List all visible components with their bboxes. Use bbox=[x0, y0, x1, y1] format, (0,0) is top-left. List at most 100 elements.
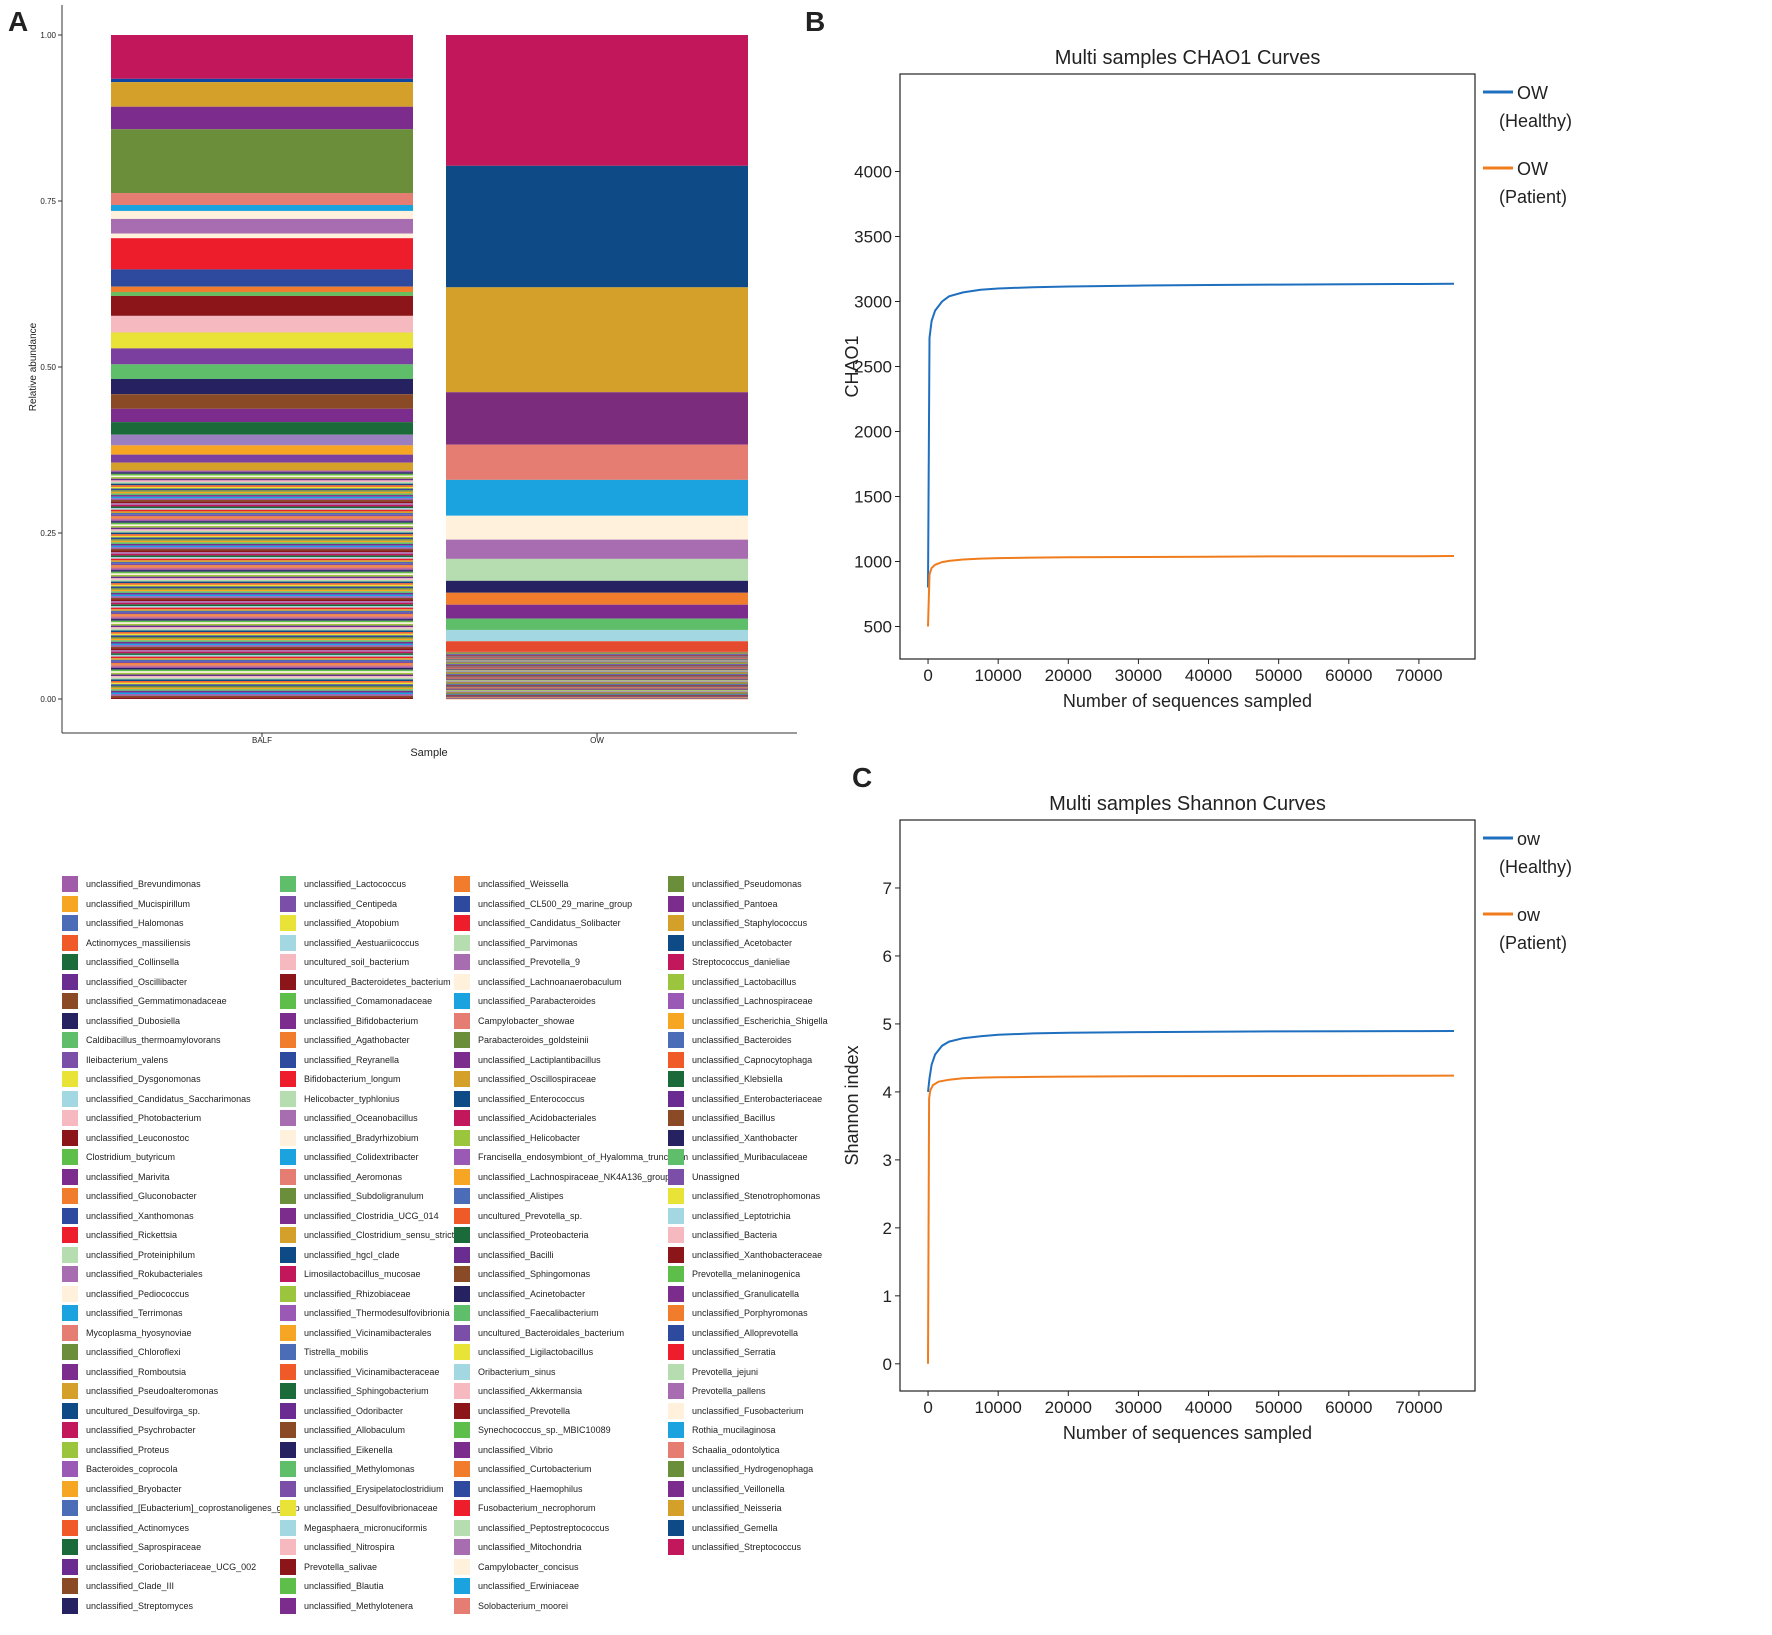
bar-segment-minor bbox=[111, 477, 413, 479]
bar-segment-minor bbox=[111, 532, 413, 535]
bar-segment-minor bbox=[111, 653, 413, 655]
legend-swatch bbox=[454, 1129, 470, 1146]
legend-label: unclassified_Bifidobacterium bbox=[304, 1015, 419, 1026]
legend-swatch bbox=[280, 1285, 296, 1302]
bar-segment-minor bbox=[446, 656, 748, 657]
legend-swatch bbox=[454, 1168, 470, 1185]
legend-label-2: (Healthy) bbox=[1499, 111, 1572, 131]
bar-segment-minor bbox=[111, 521, 413, 523]
legend-label: unclassified_Subdoligranulum bbox=[304, 1191, 424, 1201]
bar-segment-minor bbox=[111, 594, 413, 597]
legend-label: unclassified_Bacteria bbox=[692, 1230, 778, 1240]
bar-segment-minor bbox=[446, 656, 748, 658]
bar-segment-minor bbox=[446, 683, 748, 685]
legend-swatch bbox=[280, 1578, 296, 1594]
bar-segment bbox=[446, 479, 748, 516]
bar-segment-minor bbox=[111, 668, 413, 670]
y-tick-label: 0.50 bbox=[40, 363, 56, 372]
bar-segment-minor bbox=[446, 652, 748, 653]
legend-swatch bbox=[280, 1207, 296, 1224]
genus-legend: unclassified_Brevundimonas unclassified_M… bbox=[62, 876, 942, 1626]
legend-label: unclassified_Blautia bbox=[304, 1581, 384, 1591]
legend-label: Bacteroides_coprocola bbox=[86, 1464, 178, 1474]
bar-segment-minor bbox=[446, 686, 748, 688]
legend-swatch bbox=[62, 1402, 78, 1419]
bar-segment bbox=[111, 434, 413, 446]
legend-label: Schaalia_odontolytica bbox=[692, 1444, 780, 1455]
bar-segment-minor bbox=[111, 534, 413, 536]
bar-segment-minor bbox=[111, 588, 413, 590]
bar-segment-minor bbox=[446, 665, 748, 667]
legend-label: unclassified_Methylotenera bbox=[304, 1600, 414, 1611]
bar-segment-minor bbox=[111, 651, 413, 654]
bar-segment-minor bbox=[446, 681, 748, 683]
legend-label: Prevotella_jejuni bbox=[692, 1366, 759, 1377]
bar-segment-minor bbox=[111, 542, 413, 545]
bar-segment-minor bbox=[446, 654, 748, 656]
bar-segment-minor bbox=[446, 669, 748, 671]
y-tick-label: 3500 bbox=[854, 228, 892, 247]
bar-segment-minor bbox=[111, 495, 413, 497]
legend-swatch bbox=[280, 1110, 296, 1126]
legend-label: unclassified_Eikenella bbox=[304, 1444, 393, 1455]
legend-label: unclassified_Reyranella bbox=[304, 1054, 400, 1065]
bar-segment-minor bbox=[446, 651, 748, 653]
legend-swatch bbox=[62, 1227, 78, 1243]
bar-segment bbox=[111, 454, 413, 463]
bar-segment-minor bbox=[111, 478, 413, 481]
legend-swatch bbox=[280, 1090, 296, 1107]
legend-swatch bbox=[668, 1305, 684, 1321]
legend-swatch bbox=[668, 1500, 684, 1516]
legend-swatch bbox=[62, 1519, 78, 1536]
bar-segment-minor bbox=[446, 664, 748, 666]
legend-swatch bbox=[668, 1032, 684, 1048]
bar-segment-minor bbox=[446, 695, 748, 697]
legend-label: unclassified_Weissella bbox=[478, 879, 569, 889]
legend-label: Streptococcus_danieliae bbox=[692, 957, 791, 967]
bar-segment-minor bbox=[111, 555, 413, 558]
y-tick-label: 4 bbox=[883, 1083, 892, 1102]
legend-swatch bbox=[62, 1071, 78, 1087]
legend-label: unclassified_Odoribacter bbox=[304, 1405, 404, 1416]
legend-label: unclassified_Allobaculum bbox=[304, 1425, 406, 1435]
legend-swatch bbox=[668, 1324, 684, 1341]
legend-swatch bbox=[62, 1246, 78, 1263]
bar-segment-minor bbox=[446, 682, 748, 683]
legend-swatch bbox=[668, 1227, 684, 1243]
legend-swatch bbox=[62, 993, 78, 1009]
legend-swatch bbox=[280, 1402, 296, 1419]
bar-segment-minor bbox=[446, 690, 748, 692]
legend-swatch bbox=[280, 1383, 296, 1399]
legend-swatch bbox=[280, 1480, 296, 1497]
bar-segment-minor bbox=[111, 692, 413, 695]
legend-label: unclassified_Leuconostoc bbox=[86, 1132, 190, 1143]
bar-segment-minor bbox=[446, 665, 748, 666]
legend-label: Solobacterium_moorei bbox=[478, 1600, 569, 1611]
legend-swatch bbox=[668, 895, 684, 912]
bar-segment-minor bbox=[111, 516, 413, 518]
y-tick-label: 3000 bbox=[854, 293, 892, 312]
bar-segment-minor bbox=[446, 675, 748, 676]
legend-swatch bbox=[62, 876, 78, 892]
bar-segment-minor bbox=[111, 604, 413, 607]
legend-swatch bbox=[668, 1188, 684, 1204]
bar-segment-minor bbox=[111, 504, 413, 507]
bar-segment-minor bbox=[111, 550, 413, 553]
legend-label: unclassified_Ligilactobacillus bbox=[478, 1347, 594, 1357]
legend-label: unclassified_Peptostreptococcus bbox=[478, 1522, 610, 1533]
y-axis-title: Shannon index bbox=[842, 1045, 862, 1165]
legend-label: unclassified_Psychrobacter bbox=[86, 1425, 196, 1435]
bar-segment bbox=[446, 629, 748, 642]
bar-segment-minor bbox=[111, 545, 413, 548]
legend-label: Oribacterium_sinus bbox=[478, 1366, 556, 1377]
bar-segment-minor bbox=[111, 503, 413, 505]
bar-segment-minor bbox=[111, 584, 413, 587]
legend-label: Helicobacter_typhlonius bbox=[304, 1093, 400, 1104]
bar-segment bbox=[111, 295, 413, 316]
bar-segment-minor bbox=[446, 671, 748, 672]
legend-swatch bbox=[280, 1461, 296, 1477]
legend-label: unclassified_Sphingomonas bbox=[478, 1269, 591, 1279]
bar-segment-minor bbox=[111, 599, 413, 602]
bar-segment-minor bbox=[446, 679, 748, 681]
y-tick-label: 7 bbox=[883, 879, 892, 898]
